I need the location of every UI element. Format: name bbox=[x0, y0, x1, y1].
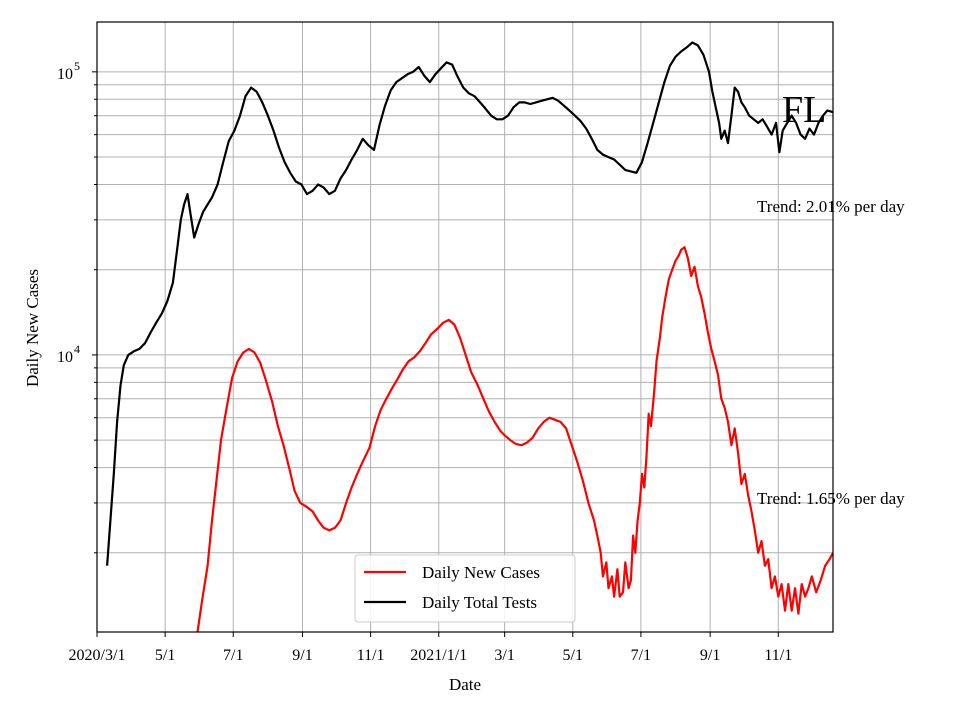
x-tick-label: 11/1 bbox=[764, 647, 792, 664]
plot-frame bbox=[96, 21, 834, 633]
series-layer bbox=[106, 41, 833, 632]
trend-tests-annotation: Trend: 2.01% per day bbox=[757, 197, 905, 216]
grid-lines bbox=[96, 22, 833, 632]
x-tick-label: 9/1 bbox=[292, 647, 312, 664]
legend-label-tests: Daily Total Tests bbox=[422, 593, 537, 612]
legend-label-cases: Daily New Cases bbox=[422, 563, 540, 582]
state-label: FL bbox=[782, 89, 826, 131]
legend: Daily New Cases Daily Total Tests bbox=[354, 554, 576, 623]
x-tick-label: 2021/1/1 bbox=[410, 647, 467, 664]
y-axis-label: Daily New Cases bbox=[23, 269, 42, 387]
x-tick-label: 2020/3/1 bbox=[69, 647, 126, 664]
y-tick-exponent: 4 bbox=[74, 342, 80, 356]
series-line-daily-new-cases bbox=[196, 246, 833, 632]
trend-cases-annotation: Trend: 1.65% per day bbox=[757, 489, 905, 508]
x-tick-label: 3/1 bbox=[494, 647, 514, 664]
x-axis-ticks: 2020/3/1 5/1 7/1 9/1 11/1 2021/1/1 3/1 5/1 7/1 9/… bbox=[69, 632, 792, 664]
x-tick-label: 9/1 bbox=[700, 647, 720, 664]
y-tick-label: 10 bbox=[57, 349, 73, 366]
series-line-daily-total-tests bbox=[106, 41, 833, 566]
x-tick-label: 5/1 bbox=[563, 647, 583, 664]
y-tick-exponent: 5 bbox=[74, 59, 80, 73]
x-tick-label: 7/1 bbox=[631, 647, 651, 664]
x-axis-label: Date bbox=[449, 675, 481, 694]
x-tick-label: 5/1 bbox=[155, 647, 175, 664]
x-tick-label: 11/1 bbox=[357, 647, 385, 664]
x-tick-label: 7/1 bbox=[223, 647, 243, 664]
legend-box bbox=[354, 554, 576, 623]
y-tick-label: 10 bbox=[57, 66, 73, 83]
